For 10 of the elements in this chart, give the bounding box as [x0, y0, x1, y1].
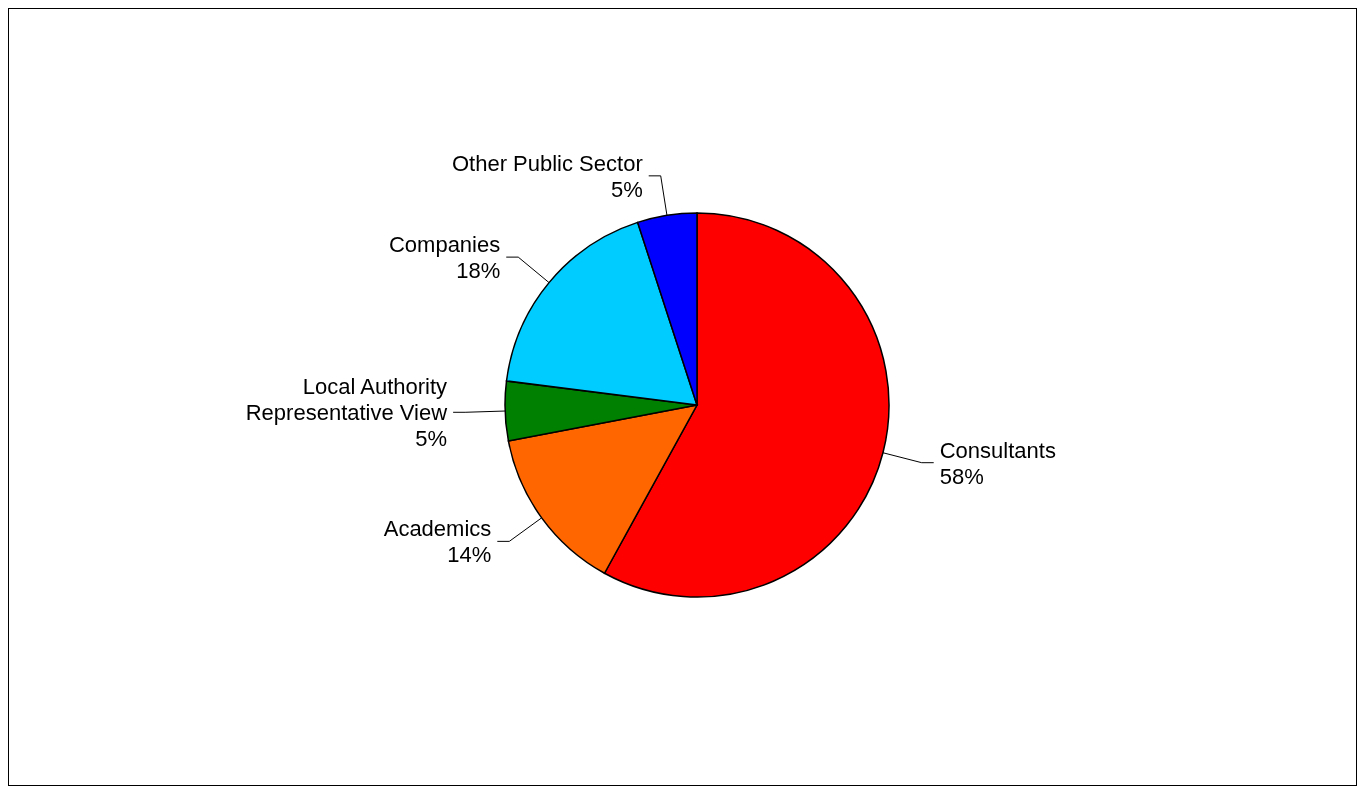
- data-label: 18%: [456, 257, 501, 283]
- data-label: 5%: [415, 425, 448, 451]
- slice-label: Academics: [383, 515, 492, 541]
- slice-label: Companies: [388, 231, 501, 257]
- slice-label: Consultants: [939, 437, 1056, 463]
- slice-label: Local Authority Representative View: [245, 373, 448, 425]
- data-label: 58%: [939, 463, 984, 489]
- slice-label: Other Public Sector: [451, 150, 643, 176]
- data-label: 5%: [610, 176, 643, 202]
- data-label: 14%: [447, 541, 492, 567]
